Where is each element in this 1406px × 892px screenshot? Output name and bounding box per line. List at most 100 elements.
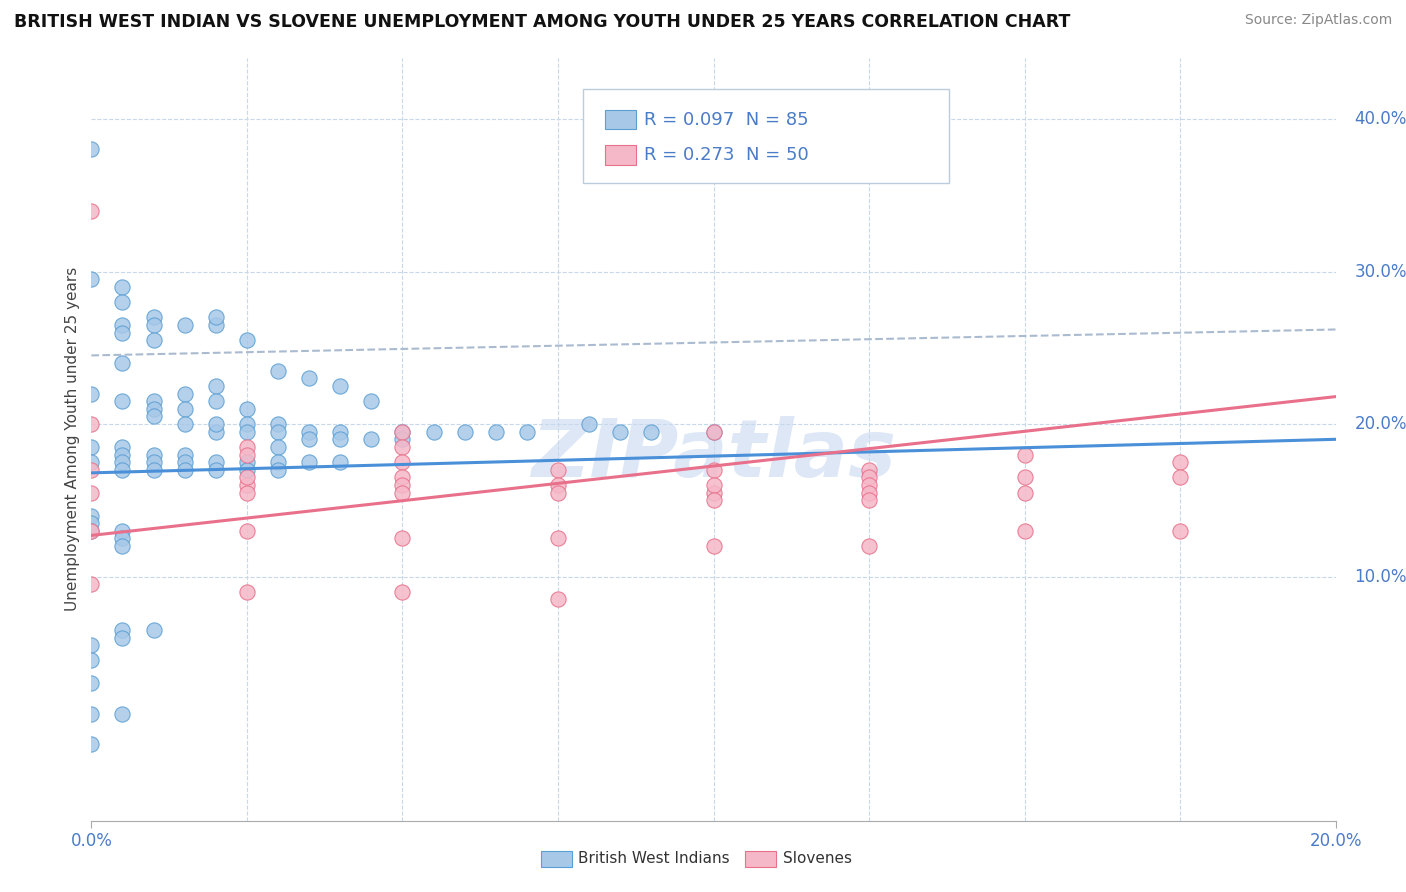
Text: R = 0.273  N = 50: R = 0.273 N = 50: [644, 146, 808, 164]
Point: [391, 585, 413, 599]
Point: [1014, 448, 1036, 462]
Point: [236, 425, 259, 439]
Point: [360, 394, 382, 409]
Point: [205, 310, 228, 325]
Point: [391, 433, 413, 447]
Point: [858, 539, 880, 553]
Point: [173, 448, 195, 462]
Point: [547, 532, 569, 546]
Point: [111, 295, 134, 310]
Point: [142, 394, 165, 409]
Point: [173, 417, 195, 431]
Point: [111, 394, 134, 409]
Point: [391, 478, 413, 492]
Point: [329, 455, 352, 469]
Point: [205, 463, 228, 477]
Point: [547, 592, 569, 607]
Point: [702, 425, 725, 439]
Point: [80, 508, 103, 523]
Point: [391, 440, 413, 454]
Point: [267, 364, 290, 378]
Point: [298, 433, 321, 447]
Point: [267, 440, 290, 454]
Point: [1168, 455, 1191, 469]
Point: [80, 417, 103, 431]
Point: [236, 448, 259, 462]
Text: 10.0%: 10.0%: [1354, 567, 1406, 585]
Point: [80, 577, 103, 591]
Point: [111, 448, 134, 462]
Point: [142, 409, 165, 424]
Point: [547, 463, 569, 477]
Point: [205, 455, 228, 469]
Point: [702, 463, 725, 477]
Text: 20.0%: 20.0%: [1354, 415, 1406, 433]
Point: [111, 706, 134, 721]
Point: [80, 524, 103, 538]
Point: [80, 455, 103, 469]
Point: [391, 470, 413, 484]
Point: [142, 401, 165, 416]
Point: [80, 463, 103, 477]
Point: [111, 356, 134, 370]
Point: [205, 379, 228, 393]
Point: [298, 425, 321, 439]
Point: [422, 425, 444, 439]
Point: [329, 425, 352, 439]
Point: [267, 417, 290, 431]
Point: [858, 485, 880, 500]
Point: [236, 485, 259, 500]
Point: [236, 585, 259, 599]
Text: 30.0%: 30.0%: [1354, 262, 1406, 280]
Point: [111, 539, 134, 553]
Point: [80, 143, 103, 157]
Point: [516, 425, 538, 439]
Point: [205, 394, 228, 409]
Point: [640, 425, 662, 439]
Point: [702, 478, 725, 492]
Point: [1168, 470, 1191, 484]
Point: [80, 737, 103, 751]
Point: [391, 425, 413, 439]
Point: [111, 631, 134, 645]
Point: [329, 379, 352, 393]
Point: [609, 425, 631, 439]
Point: [142, 310, 165, 325]
Point: [858, 470, 880, 484]
Text: ZIPatlas: ZIPatlas: [531, 416, 896, 493]
Point: [205, 318, 228, 332]
Text: British West Indians: British West Indians: [578, 852, 730, 866]
Point: [360, 433, 382, 447]
Point: [80, 524, 103, 538]
Point: [1014, 470, 1036, 484]
Point: [267, 455, 290, 469]
Point: [80, 676, 103, 690]
Point: [111, 280, 134, 294]
Point: [485, 425, 508, 439]
Point: [142, 448, 165, 462]
Point: [858, 463, 880, 477]
Point: [173, 455, 195, 469]
Text: Source: ZipAtlas.com: Source: ZipAtlas.com: [1244, 13, 1392, 28]
Point: [267, 463, 290, 477]
Point: [236, 455, 259, 469]
Point: [236, 401, 259, 416]
Point: [267, 425, 290, 439]
Point: [1014, 485, 1036, 500]
Point: [1168, 524, 1191, 538]
Point: [391, 425, 413, 439]
Point: [80, 516, 103, 531]
Point: [391, 455, 413, 469]
Point: [80, 440, 103, 454]
Point: [111, 623, 134, 637]
Point: [702, 493, 725, 508]
Text: 40.0%: 40.0%: [1354, 110, 1406, 128]
Point: [80, 706, 103, 721]
Point: [236, 333, 259, 347]
Point: [111, 532, 134, 546]
Point: [111, 440, 134, 454]
Point: [329, 433, 352, 447]
Point: [236, 524, 259, 538]
Point: [142, 318, 165, 332]
Y-axis label: Unemployment Among Youth under 25 years: Unemployment Among Youth under 25 years: [65, 268, 80, 611]
